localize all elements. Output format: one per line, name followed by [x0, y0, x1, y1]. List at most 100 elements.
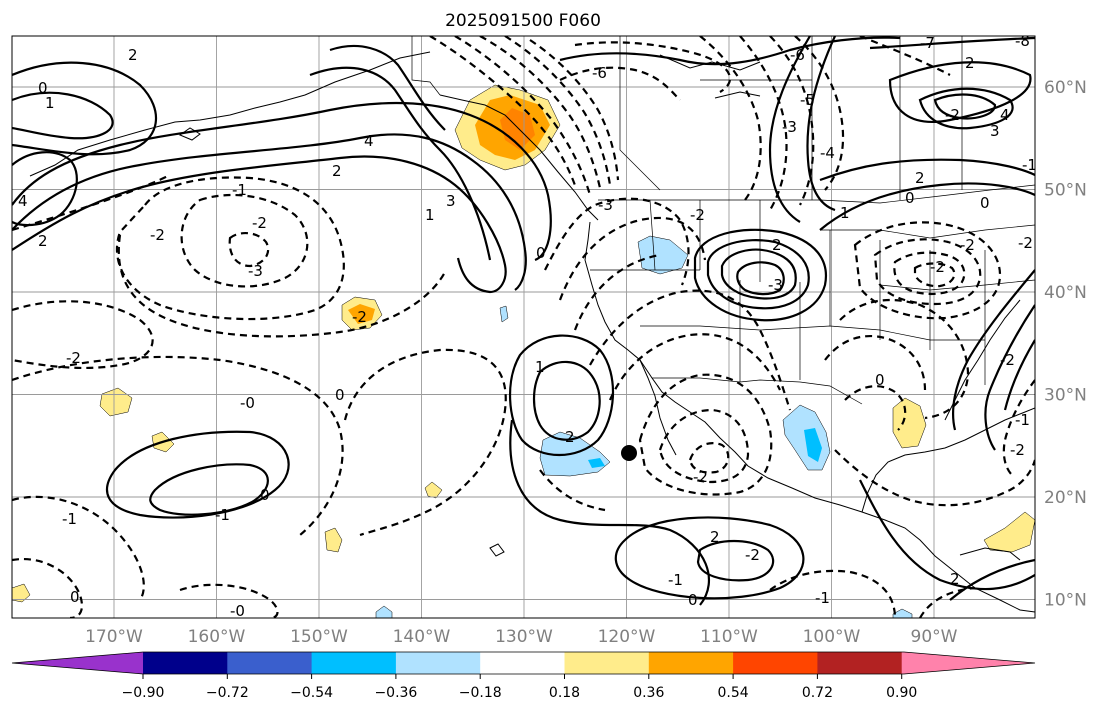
contour-label: -2: [1000, 351, 1015, 369]
contour-label: -5: [800, 91, 815, 109]
colorbar-tick-label: −0.18: [459, 685, 502, 701]
contour-label: 2: [128, 46, 138, 64]
colorbar-tick-label: −0.54: [290, 685, 333, 701]
contour-label: 3: [990, 122, 1000, 140]
colorbar-tick-label: 0.72: [802, 685, 833, 701]
contour-label: -2: [945, 106, 960, 124]
map-title: 2025091500 F060: [445, 11, 601, 31]
location-marker: [621, 445, 637, 461]
contour-label: -2: [690, 206, 705, 224]
lon-tick-label: 170°W: [85, 627, 143, 647]
contour-label: 2: [950, 570, 960, 588]
contour-label: 0: [70, 588, 80, 606]
contour-label: -1: [62, 510, 77, 528]
contour-label: 2: [565, 428, 575, 446]
contour-label: -2: [745, 546, 760, 564]
contour-label: 1: [425, 206, 435, 224]
latitude-ticks: 60°N 50°N 40°N 30°N 20°N 10°N: [1044, 78, 1087, 611]
map-plot-area: 2 0 1 4 2 -2 -1 4 2 1 3 -3 -2 -6 -2 -2 -…: [12, 32, 1037, 620]
colorbar-tick-label: 0.54: [718, 685, 749, 701]
contour-label: 4: [18, 192, 28, 210]
colorbar-swatch: [733, 652, 818, 674]
contour-label: -2: [960, 236, 975, 254]
contour-label: 1: [840, 204, 850, 222]
contour-label: -2: [150, 226, 165, 244]
contour-label: 0: [875, 371, 885, 389]
lat-tick-label: 50°N: [1044, 181, 1087, 201]
colorbar-ticks: −0.90 −0.72 −0.54 −0.36 −0.18 0.18 0.36 0.54 0.7…: [122, 674, 917, 701]
longitude-ticks: 170°W 160°W 150°W 140°W 130°W 120°W 110°W 100°W…: [85, 627, 958, 647]
contour-label: -2: [252, 214, 267, 232]
contour-label: 0: [688, 591, 698, 609]
contour-label: 1: [45, 94, 55, 112]
contour-label: 2: [332, 162, 342, 180]
colorbar-swatch: [564, 652, 650, 674]
lat-tick-label: 30°N: [1044, 386, 1087, 406]
colorbar-extend-min: [12, 652, 143, 674]
contour-label: -2: [693, 468, 708, 486]
contour-label: -3: [248, 262, 263, 280]
coastlines: [29, 51, 1035, 613]
lon-tick-label: 150°W: [290, 627, 348, 647]
contour-label: -3: [782, 118, 797, 136]
contour-label: -1: [1015, 411, 1030, 429]
colorbar-tick-label: 0.90: [886, 685, 917, 701]
contour-label: -2: [66, 349, 81, 367]
contour-label: -0: [240, 394, 255, 412]
lon-tick-label: 110°W: [700, 627, 758, 647]
lon-tick-label: 120°W: [598, 627, 656, 647]
colorbar-swatch: [143, 652, 228, 674]
lat-tick-label: 40°N: [1044, 283, 1087, 303]
colorbar-tick-label: −0.90: [122, 685, 165, 701]
contour-label: -1: [668, 571, 683, 589]
contour-label: -3: [598, 196, 613, 214]
contour-label: -7: [920, 34, 935, 52]
colorbar-swatch: [817, 652, 903, 674]
contour-label: -1: [232, 181, 247, 199]
contour-label: 0: [260, 486, 270, 504]
contour-label: -6: [790, 46, 805, 64]
contour-label: -0: [230, 602, 245, 620]
colorbar-tick-label: 0.18: [549, 685, 580, 701]
contour-label: -3: [768, 276, 783, 294]
contour-label: -2: [352, 308, 367, 326]
colorbar-swatch: [395, 652, 481, 674]
colorbar-tick-label: −0.72: [206, 685, 249, 701]
contour-label: -2: [1018, 234, 1033, 252]
lon-tick-label: 130°W: [495, 627, 553, 647]
contour-label: -1: [1022, 156, 1037, 174]
contour-label: 2: [772, 236, 782, 254]
contour-label: 0: [335, 386, 345, 404]
colorbar: [11, 651, 1036, 675]
lat-tick-label: 60°N: [1044, 78, 1087, 98]
contour-label: 4: [364, 132, 374, 150]
contour-label: 2: [965, 54, 975, 72]
contour-label: 0: [980, 194, 990, 212]
lat-tick-label: 20°N: [1044, 488, 1087, 508]
political-borders: [411, 36, 1035, 405]
colorbar-swatch: [648, 652, 734, 674]
lat-tick-label: 10°N: [1044, 591, 1087, 611]
contour-label: -8: [1015, 32, 1030, 50]
contours: [12, 36, 1035, 618]
colorbar-tick-label: −0.36: [374, 685, 417, 701]
shaded-anomalies: [12, 84, 1035, 618]
colorbar-swatch: [480, 652, 565, 674]
colorbar-swatch: [311, 652, 397, 674]
lon-tick-label: 140°W: [393, 627, 451, 647]
lon-tick-label: 160°W: [188, 627, 246, 647]
contour-label: -2: [1010, 441, 1025, 459]
contour-label: -1: [815, 589, 830, 607]
contour-label: 1: [535, 358, 545, 376]
colorbar-tick-label: 0.36: [633, 685, 664, 701]
contour-label: -1: [215, 506, 230, 524]
contour-label: 2: [915, 169, 925, 187]
lon-tick-label: 100°W: [803, 627, 861, 647]
contour-label: -4: [820, 144, 835, 162]
colorbar-extend-max: [904, 652, 1035, 674]
contour-label: 2: [710, 528, 720, 546]
contour-label: 0: [536, 244, 546, 262]
contour-label: -6: [592, 64, 607, 82]
contour-label: -2: [930, 258, 945, 276]
